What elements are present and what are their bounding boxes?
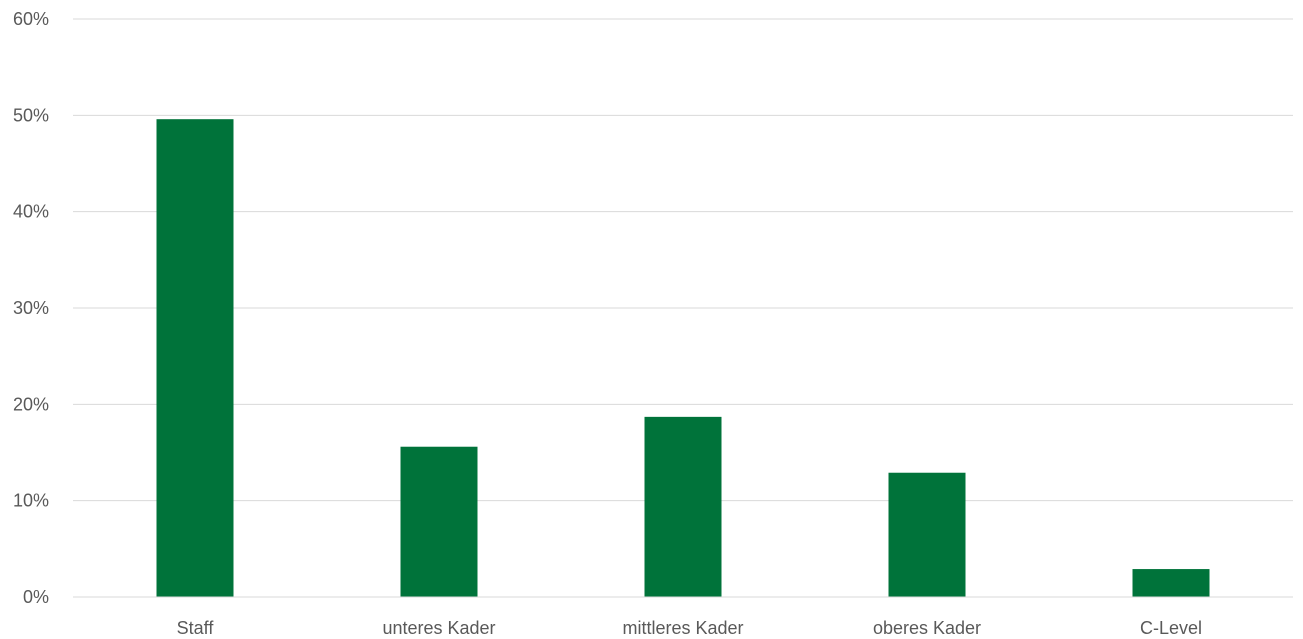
x-axis-tick-labels: Staff unteres Kader mittleres Kader oberes …	[177, 618, 1202, 638]
y-tick-label: 40%	[13, 202, 49, 222]
y-tick-label: 60%	[13, 9, 49, 29]
y-axis-tick-labels: 0% 10% 20% 30% 40% 50% 60%	[13, 9, 49, 607]
bar-staff	[157, 119, 234, 597]
x-tick-label: unteres Kader	[382, 618, 495, 638]
bar-unteres-kader	[401, 447, 478, 597]
y-tick-label: 30%	[13, 298, 49, 318]
x-tick-label: mittleres Kader	[622, 618, 743, 638]
y-tick-label: 0%	[23, 587, 49, 607]
x-tick-label: C-Level	[1140, 618, 1202, 638]
x-tick-label: Staff	[177, 618, 215, 638]
y-tick-label: 20%	[13, 394, 49, 414]
bar-c-level	[1133, 569, 1210, 597]
bar-mittleres-kader	[645, 417, 722, 597]
bar-oberes-kader	[889, 473, 966, 597]
x-tick-label: oberes Kader	[873, 618, 981, 638]
y-tick-label: 10%	[13, 491, 49, 511]
bars	[157, 119, 1210, 597]
y-tick-label: 50%	[13, 105, 49, 125]
